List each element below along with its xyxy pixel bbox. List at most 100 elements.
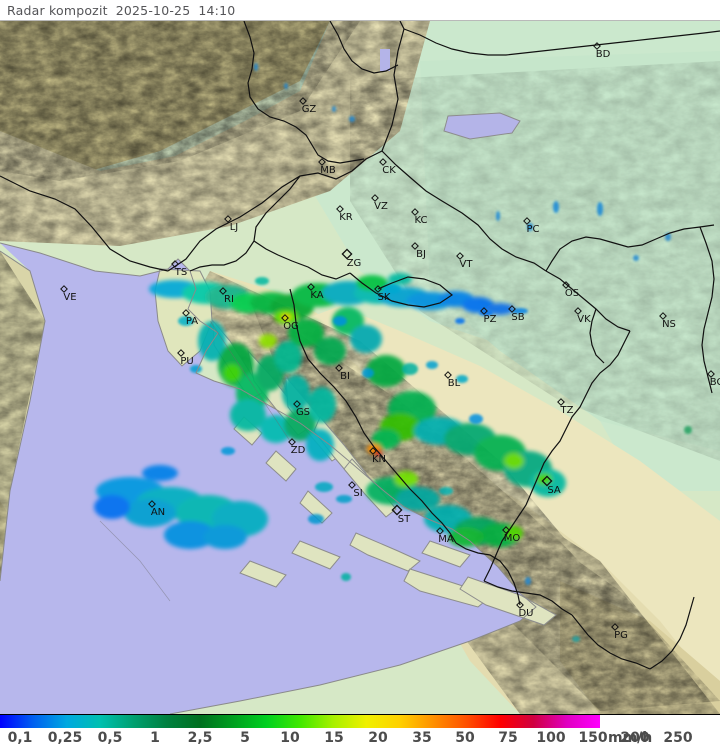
city-label: ST <box>398 514 411 525</box>
city-label: VT <box>460 259 474 270</box>
city-diamond-icon <box>574 307 582 315</box>
city-diamond-icon <box>541 475 553 487</box>
city-diamond-icon <box>374 285 382 293</box>
legend-tick-5: 5 <box>240 730 250 746</box>
city-marker-ts[interactable]: TS <box>171 260 187 278</box>
city-marker-ri[interactable]: RI <box>219 287 234 305</box>
lake-balaton <box>443 112 521 140</box>
city-label: SB <box>511 312 524 323</box>
city-diamond-icon <box>411 208 419 216</box>
city-marker-zg[interactable]: ZG <box>341 248 362 269</box>
city-diamond-icon <box>293 400 301 408</box>
city-marker-st[interactable]: ST <box>391 504 411 525</box>
city-label: OS <box>565 288 579 299</box>
city-marker-mo[interactable]: MO <box>502 526 521 544</box>
city-diamond-icon <box>371 194 379 202</box>
city-diamond-icon <box>224 215 232 223</box>
city-marker-bj[interactable]: BJ <box>411 242 426 260</box>
city-marker-kr[interactable]: KR <box>336 205 353 223</box>
city-label: SK <box>378 292 391 303</box>
city-label: MO <box>504 533 521 544</box>
city-marker-os[interactable]: OS <box>562 281 579 299</box>
city-marker-du[interactable]: DU <box>516 601 534 619</box>
city-marker-bg[interactable]: BG <box>707 370 720 388</box>
city-label: MB <box>320 165 336 176</box>
city-marker-pz[interactable]: PZ <box>480 307 497 325</box>
city-diamond-icon <box>562 281 570 289</box>
city-diamond-icon <box>611 623 619 631</box>
city-marker-ck[interactable]: CK <box>379 158 396 176</box>
city-label: NS <box>662 319 676 330</box>
legend-tick-1: 1 <box>150 730 160 746</box>
legend-tick-75: 75 <box>498 730 518 746</box>
city-marker-bl[interactable]: BL <box>444 371 461 389</box>
city-marker-lj[interactable]: LJ <box>224 215 239 233</box>
city-label: KC <box>415 215 428 226</box>
city-marker-ka[interactable]: KA <box>307 283 324 301</box>
city-marker-vk[interactable]: VK <box>574 307 591 325</box>
city-diamond-icon <box>219 287 227 295</box>
city-label: CK <box>382 165 396 176</box>
city-label: VE <box>63 292 76 303</box>
city-marker-si[interactable]: SI <box>348 481 363 499</box>
terrain-relief-2 <box>0 21 720 711</box>
city-marker-gz[interactable]: GZ <box>299 97 317 115</box>
radar-map-canvas[interactable]: BD GZ MB CK VZ LJ KR KC PC ZG BJ VT TS RI KA SK VE OS PZ SB… <box>0 21 720 714</box>
city-label: TS <box>174 267 187 278</box>
city-marker-pg[interactable]: PG <box>611 623 628 641</box>
city-marker-sb[interactable]: SB <box>508 305 525 323</box>
city-marker-pc[interactable]: PC <box>523 217 540 235</box>
city-marker-ve[interactable]: VE <box>60 285 77 303</box>
city-label: VK <box>577 314 591 325</box>
city-diamond-icon <box>182 309 190 317</box>
city-marker-ns[interactable]: NS <box>659 312 676 330</box>
legend-tick-025: 0,25 <box>47 730 83 746</box>
legend-unit: mm/h <box>608 730 653 746</box>
city-label: TZ <box>560 405 574 416</box>
legend-tick-35: 35 <box>412 730 432 746</box>
city-diamond-icon <box>335 364 343 372</box>
city-marker-ma[interactable]: MA <box>436 527 454 545</box>
city-diamond-icon <box>281 314 289 322</box>
city-diamond-icon <box>523 217 531 225</box>
city-marker-zd[interactable]: ZD <box>288 438 306 456</box>
city-marker-tz[interactable]: TZ <box>557 398 574 416</box>
city-diamond-icon <box>148 500 156 508</box>
city-marker-an[interactable]: AN <box>148 500 165 518</box>
city-diamond-icon <box>557 398 565 406</box>
city-marker-pu[interactable]: PU <box>177 349 194 367</box>
city-marker-kn[interactable]: KN <box>369 447 386 465</box>
city-label: ZD <box>291 445 306 456</box>
city-marker-mb[interactable]: MB <box>318 158 336 176</box>
city-marker-gs[interactable]: GS <box>293 400 310 418</box>
city-label: AN <box>151 507 165 518</box>
city-marker-vt[interactable]: VT <box>456 252 474 270</box>
city-label: KR <box>339 212 353 223</box>
legend-tick-15: 15 <box>324 730 344 746</box>
city-marker-sk[interactable]: SK <box>374 285 391 303</box>
city-label: SA <box>547 485 561 496</box>
city-label: ZG <box>347 258 362 269</box>
city-diamond-icon <box>516 601 524 609</box>
city-label: LJ <box>230 222 239 233</box>
map-svg: BD GZ MB CK VZ LJ KR KC PC ZG BJ VT TS RI KA SK VE OS PZ SB… <box>0 21 720 714</box>
city-label: KA <box>310 290 323 301</box>
city-marker-vz[interactable]: VZ <box>371 194 388 212</box>
city-diamond-icon <box>348 481 356 489</box>
window-title: Radar kompozit <box>7 2 108 18</box>
window-titlebar: Radar kompozit 2025-10-25 14:10 <box>0 0 720 21</box>
legend-tick-01: 0,1 <box>7 730 33 746</box>
city-label: BG <box>710 377 720 388</box>
city-marker-pa[interactable]: PA <box>182 309 198 327</box>
city-label: OG <box>283 321 299 332</box>
city-marker-sa[interactable]: SA <box>541 475 561 496</box>
city-marker-kc[interactable]: KC <box>411 208 428 226</box>
city-label: BL <box>448 378 461 389</box>
city-marker-bi[interactable]: BI <box>335 364 350 382</box>
city-marker-og[interactable]: OG <box>281 314 299 332</box>
city-label: PA <box>186 316 198 327</box>
city-label: BI <box>340 371 350 382</box>
legend-tick-250: 250 <box>663 730 693 746</box>
city-marker-bd[interactable]: BD <box>593 42 611 60</box>
